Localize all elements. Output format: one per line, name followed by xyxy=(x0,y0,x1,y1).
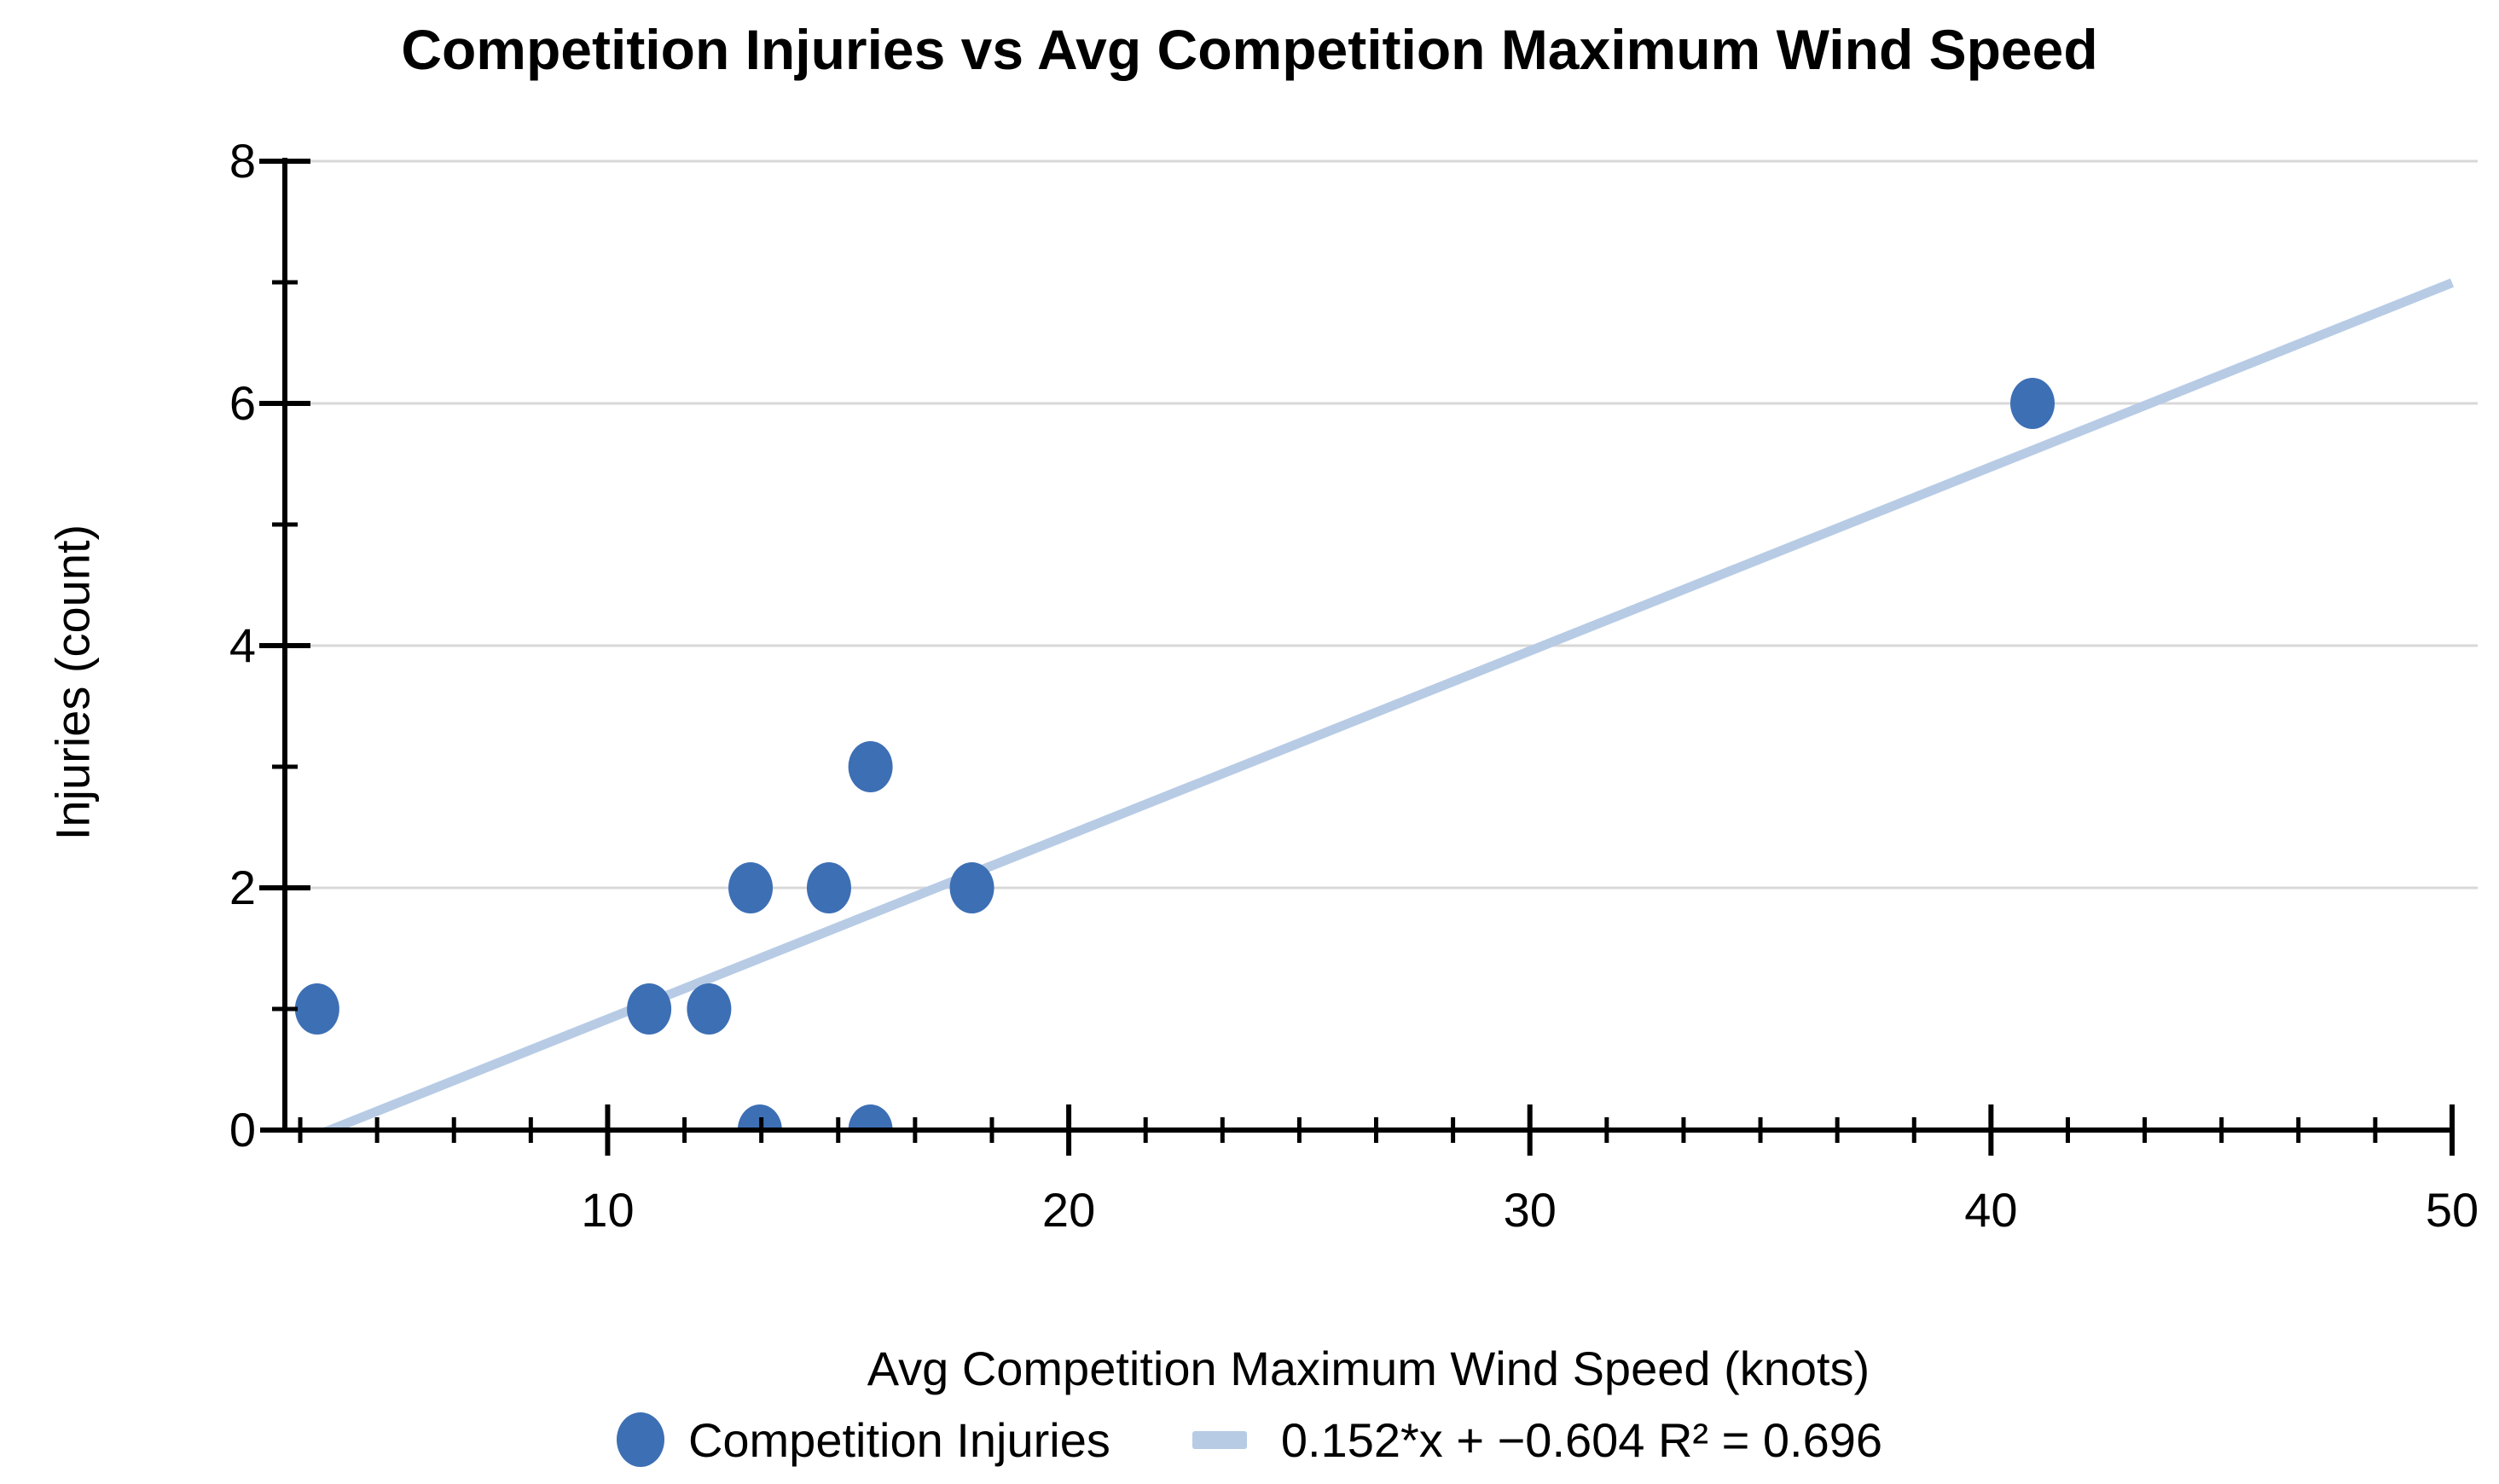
legend: Competition Injuries 0.152*x + −0.604 R²… xyxy=(0,1403,2499,1476)
y-axis-title: Injuries (count) xyxy=(45,524,100,841)
svg-text:6: 6 xyxy=(229,376,256,430)
legend-trendline-marker-icon xyxy=(1192,1430,1247,1449)
legend-point-marker-icon xyxy=(616,1412,664,1467)
svg-text:50: 50 xyxy=(2426,1183,2479,1237)
legend-label-trendline-equation: 0.152*x + −0.604 R² = 0.696 xyxy=(1280,1412,1883,1467)
svg-text:30: 30 xyxy=(1504,1183,1557,1237)
svg-text:20: 20 xyxy=(1042,1183,1095,1237)
svg-text:8: 8 xyxy=(229,134,256,188)
x-axis-title: Avg Competition Maximum Wind Speed (knot… xyxy=(867,1342,1870,1395)
legend-label-series: Competition Injuries xyxy=(687,1412,1110,1467)
svg-text:4: 4 xyxy=(229,618,256,672)
svg-text:10: 10 xyxy=(581,1183,634,1237)
svg-text:0: 0 xyxy=(229,1103,256,1156)
chart-title: Competition Injuries vs Avg Competition … xyxy=(401,18,2098,81)
svg-text:40: 40 xyxy=(1964,1183,2017,1237)
svg-text:2: 2 xyxy=(229,861,256,914)
